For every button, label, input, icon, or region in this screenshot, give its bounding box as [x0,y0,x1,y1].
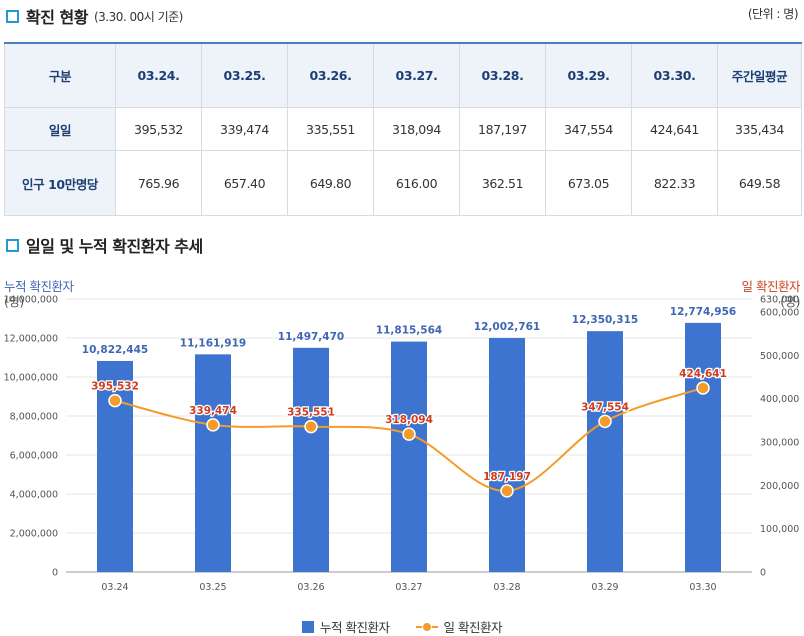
line-value-label: 318,094 [385,414,433,426]
x-tick-label: 03.24 [101,582,128,593]
bar-value-label: 12,350,315 [572,314,638,326]
legend-item-daily[interactable]: 일 확진환자 [415,617,503,636]
left-axis-name: 누적 확진환자 [4,279,74,294]
table-cell: 657.40 [201,150,288,216]
right-tick-label: 600,000 [760,308,799,319]
table-cell: 616.00 [373,150,460,216]
table-cell: 822.33 [631,150,718,216]
table-cell: 395,532 [115,107,202,151]
row-label: 일일 [4,107,116,151]
x-tick-label: 03.27 [395,582,422,593]
right-axis-unit: (명) [780,294,800,309]
table-header-cell: 03.29. [545,42,632,108]
table-cell: 424,641 [631,107,718,151]
line-value-label: 339,474 [189,405,237,417]
bar [489,337,525,572]
table-header-row: 구분 03.24. 03.25. 03.26. 03.27. 03.28. 03… [4,42,802,108]
unit-label: (단위 : 명) [747,7,799,21]
left-tick-label: 0 [52,568,58,579]
trend-section-title: 일일 및 누적 확진환자 추세 [26,237,203,256]
right-tick-label: 100,000 [760,524,799,535]
bar [195,354,231,572]
left-tick-label: 14,000,000 [4,295,58,306]
table-cell: 339,474 [201,107,288,151]
bar [293,347,329,572]
status-section-header: 확진 현황 (3.30. 00시 기준) [6,4,183,28]
right-tick-label: 200,000 [760,481,799,492]
table-header-cell: 03.30. [631,42,718,108]
x-tick-label: 03.28 [493,582,520,593]
bar-value-label: 11,161,919 [180,337,246,349]
legend-label: 일 확진환자 [443,620,503,635]
right-tick-label: 500,000 [760,351,799,362]
left-tick-label: 8,000,000 [10,412,58,423]
square-bullet-icon [6,238,19,252]
left-tick-label: 10,000,000 [4,373,58,384]
line-point [304,419,318,434]
legend-label: 누적 확진환자 [320,620,390,635]
legend-item-cumulative[interactable]: 누적 확진환자 [302,617,390,636]
table-header-cell: 03.24. [115,42,202,108]
line-value-label: 424,641 [679,368,727,380]
table-header-cell: 03.25. [201,42,288,108]
table-cell: 649.80 [287,150,374,216]
line-point [500,484,514,498]
left-tick-label: 2,000,000 [10,529,58,540]
right-tick-label: 630,000 [760,295,799,306]
table-header-cell: 03.28. [459,42,546,108]
right-axis-title: 일 확진환자 (명) [741,279,801,309]
bar [685,322,721,572]
trend-section-header: 일일 및 누적 확진환자 추세 [6,233,203,257]
table-cell: 335,434 [717,107,802,151]
table-cell: 362.51 [459,150,546,216]
bar-value-label: 11,497,470 [278,331,344,343]
table-header-cell: 구분 [4,42,116,108]
bar [97,360,133,572]
x-tick-label: 03.25 [199,582,226,593]
table-row: 일일 395,532 339,474 335,551 318,094 187,1… [4,107,802,151]
bar-swatch-icon [302,620,315,633]
line-value-label: 187,197 [483,471,531,483]
table-header-cell: 03.27. [373,42,460,108]
right-axis-name: 일 확진환자 [741,279,801,294]
line-point [402,427,416,441]
line-point [108,393,122,408]
square-bullet-icon [6,9,19,23]
bar [391,341,427,572]
left-axis-unit: (명) [4,294,24,309]
left-tick-label: 12,000,000 [4,334,58,345]
x-tick-label: 03.26 [297,582,324,593]
line-point [696,381,710,395]
left-axis-title: 누적 확진환자 (명) [4,279,74,309]
bar-value-label: 10,822,445 [82,344,148,356]
bar-value-label: 11,815,564 [376,325,442,337]
right-tick-label: 300,000 [760,438,799,449]
table-cell: 673.05 [545,150,632,216]
line-value-label: 335,551 [287,407,335,419]
status-table: 구분 03.24. 03.25. 03.26. 03.27. 03.28. 03… [4,42,802,216]
left-tick-label: 6,000,000 [10,451,58,462]
status-section-subtitle: (3.30. 00시 기준) [93,9,183,24]
left-tick-label: 4,000,000 [10,490,58,501]
table-cell: 765.96 [115,150,202,216]
bar [587,331,623,572]
line-value-label: 395,532 [91,381,139,393]
right-tick-label: 0 [760,568,766,579]
line-value-label: 347,554 [581,401,629,413]
right-tick-label: 400,000 [760,394,799,405]
status-section-title: 확진 현황 [26,8,88,27]
table-cell: 335,551 [287,107,374,151]
table-cell: 649.58 [717,150,802,216]
chart-legend: 누적 확진환자 일 확진환자 [0,617,804,636]
bar-value-label: 12,002,761 [474,321,540,333]
table-row: 인구 10만명당 765.96 657.40 649.80 616.00 362… [4,150,802,216]
line-point [598,414,612,429]
row-label: 인구 10만명당 [4,150,116,216]
x-tick-label: 03.30 [689,582,716,593]
line-marker-icon [415,621,438,633]
line-point [206,418,220,432]
x-tick-label: 03.29 [591,582,618,593]
bar-value-label: 12,774,956 [670,306,736,318]
